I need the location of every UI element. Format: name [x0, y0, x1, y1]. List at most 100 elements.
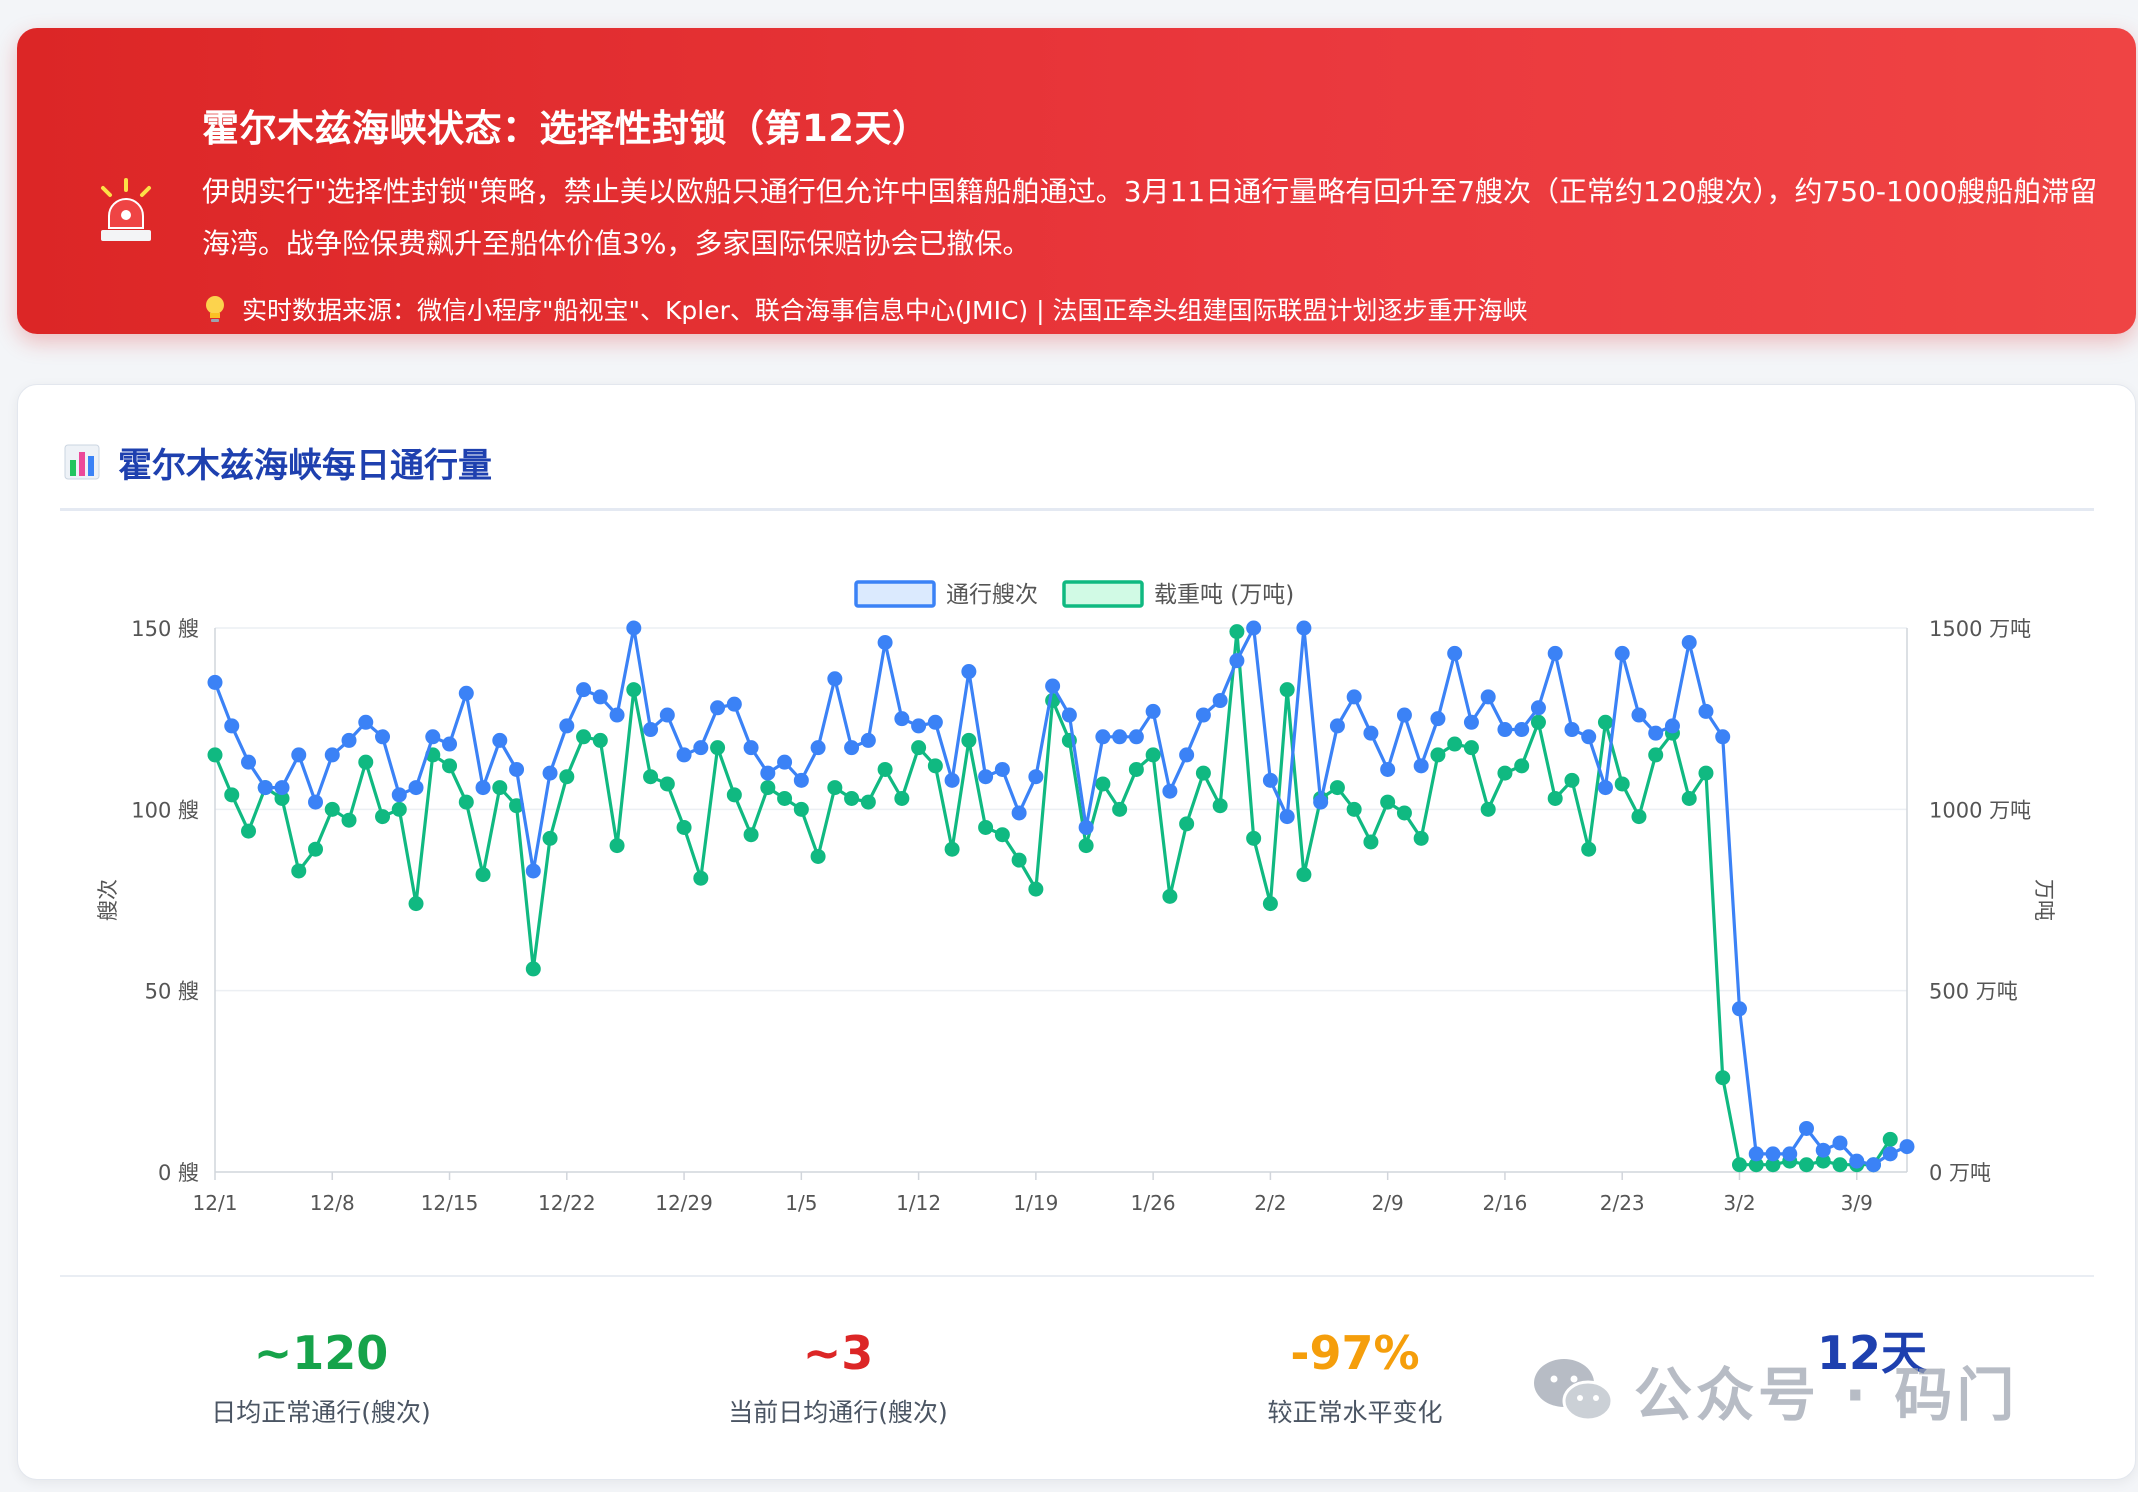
ships-series-point	[1396, 707, 1412, 723]
ships-series-point	[341, 732, 357, 748]
tonnage-series-point	[308, 841, 324, 857]
ships-series-point	[291, 747, 307, 763]
ships-series-point	[358, 714, 374, 730]
x-tick-label: 1/12	[896, 1191, 941, 1215]
ships-series-point	[408, 780, 424, 796]
ships-series-point	[1597, 780, 1613, 796]
tonnage-series-point	[1195, 765, 1211, 781]
y2-tick-label: 1500 万吨	[1929, 617, 2031, 641]
ships-series-point	[978, 769, 994, 785]
tonnage-series-point	[1028, 881, 1044, 897]
ships-series-point	[1882, 1146, 1898, 1162]
ships-series-point	[324, 747, 340, 763]
tonnage-series-point	[1396, 805, 1412, 821]
stat-change-label: 较正常水平变化	[1267, 1398, 1443, 1427]
tonnage-series-point	[626, 682, 642, 698]
tonnage-series-point	[726, 787, 742, 803]
ships-series-point	[1045, 678, 1061, 694]
ships-series-point	[1329, 718, 1345, 734]
tonnage-series-point	[1112, 801, 1128, 817]
tonnage-series-point	[676, 819, 692, 835]
stat-days: 12天	[1662, 1325, 2082, 1393]
tonnage-series-point	[442, 758, 458, 774]
tonnage-series-point	[592, 732, 608, 748]
card-title: 霍尔木兹海峡每日通行量	[118, 445, 492, 486]
tonnage-series-point	[1715, 1070, 1731, 1086]
tonnage-series-point	[207, 747, 223, 763]
x-tick-label: 12/15	[421, 1191, 479, 1215]
traffic-card: 霍尔木兹海峡每日通行量 0 艘 50 艘 100 艘 150 艘 0 万吨 500 万吨 1…	[17, 384, 2136, 1480]
tonnage-series-point	[827, 780, 843, 796]
tonnage-series-point	[1514, 758, 1530, 774]
alert-body: 伊朗实行"选择性封锁"策略，禁止美以欧船只通行但允许中国籍船舶通过。3月11日通…	[202, 175, 2098, 260]
ships-series-point	[1480, 689, 1496, 705]
ships-series-point	[391, 787, 407, 803]
ships-series-point	[643, 722, 659, 738]
legend-swatch-tonnage	[1062, 580, 1144, 608]
ships-series-point	[1581, 729, 1597, 745]
ships-series-point	[877, 635, 893, 651]
tonnage-series-point	[1530, 714, 1546, 730]
ships-series-point	[676, 747, 692, 763]
tonnage-series-point	[978, 819, 994, 835]
ships-series-point	[1112, 729, 1128, 745]
ships-series-point	[509, 761, 525, 777]
tonnage-series-point	[224, 787, 240, 803]
tonnage-series-point	[693, 870, 709, 886]
ships-series-point	[844, 740, 860, 756]
tonnage-series-point	[1329, 780, 1345, 796]
tonnage-series-point	[1547, 790, 1563, 806]
tonnage-series-point	[1597, 714, 1613, 730]
x-tick-label: 1/19	[1013, 1191, 1058, 1215]
ships-series-point	[1095, 729, 1111, 745]
tonnage-series-point	[961, 732, 977, 748]
tonnage-series-point	[1748, 1157, 1764, 1173]
ships-series-point	[1715, 729, 1731, 745]
x-tick-label: 2/23	[1600, 1191, 1645, 1215]
tonnage-series-point	[1229, 624, 1245, 640]
y-tick-label: 150 艘	[131, 617, 199, 641]
stat-change-value: -97%	[1290, 1326, 1420, 1380]
ships-series-point	[241, 754, 257, 770]
tonnage-series-point	[324, 801, 340, 817]
tonnage-series-point	[1246, 830, 1262, 846]
tonnage-series-point	[274, 790, 290, 806]
tonnage-series-point	[1145, 747, 1161, 763]
tonnage-series-point	[375, 809, 391, 825]
ships-series-point	[1463, 714, 1479, 730]
tonnage-series-point	[1497, 765, 1513, 781]
alert-source: 实时数据来源：微信小程序"船视宝"、Kpler、联合海事信息中心(JMIC) |…	[202, 291, 1527, 327]
ships-series-point	[1748, 1146, 1764, 1162]
ships-series-point	[994, 761, 1010, 777]
ships-series-point	[1162, 783, 1178, 799]
ships-series-point	[1447, 645, 1463, 661]
alert-source-text: 实时数据来源：微信小程序"船视宝"、Kpler、联合海事信息中心(JMIC) |…	[242, 296, 1528, 325]
tonnage-series-point	[1296, 867, 1312, 883]
ships-series-point	[911, 718, 927, 734]
tonnage-series-point	[643, 769, 659, 785]
traffic-line-chart: 0 艘 50 艘 100 艘 150 艘 0 万吨 500 万吨 1000 万吨 1500 万…	[96, 580, 2056, 1215]
ships-series-point	[710, 700, 726, 716]
x-tick-label: 3/9	[1841, 1191, 1873, 1215]
x-tick-label: 1/26	[1131, 1191, 1176, 1215]
tonnage-series-point	[1162, 888, 1178, 904]
ships-series-point	[810, 740, 826, 756]
tonnage-series-point	[1631, 809, 1647, 825]
ships-series-point	[425, 729, 441, 745]
x-tick-label: 3/2	[1723, 1191, 1755, 1215]
ships-series-point	[1849, 1153, 1865, 1169]
stat-days-value: 12天	[1816, 1326, 1927, 1380]
tonnage-series-point	[1447, 736, 1463, 752]
ships-series-point	[1145, 703, 1161, 719]
y2-tick-label: 1000 万吨	[1929, 798, 2031, 822]
tonnage-series-point	[1765, 1157, 1781, 1173]
tonnage-series-point	[475, 867, 491, 883]
tonnage-series-point	[559, 769, 575, 785]
ships-series-point	[1430, 711, 1446, 727]
tonnage-series-point	[1480, 801, 1496, 817]
tonnage-series-point	[1698, 765, 1714, 781]
ships-series-point	[1798, 1120, 1814, 1136]
ships-series-point	[1313, 794, 1329, 810]
tonnage-series-point	[1363, 834, 1379, 850]
ships-series-point	[525, 863, 541, 879]
